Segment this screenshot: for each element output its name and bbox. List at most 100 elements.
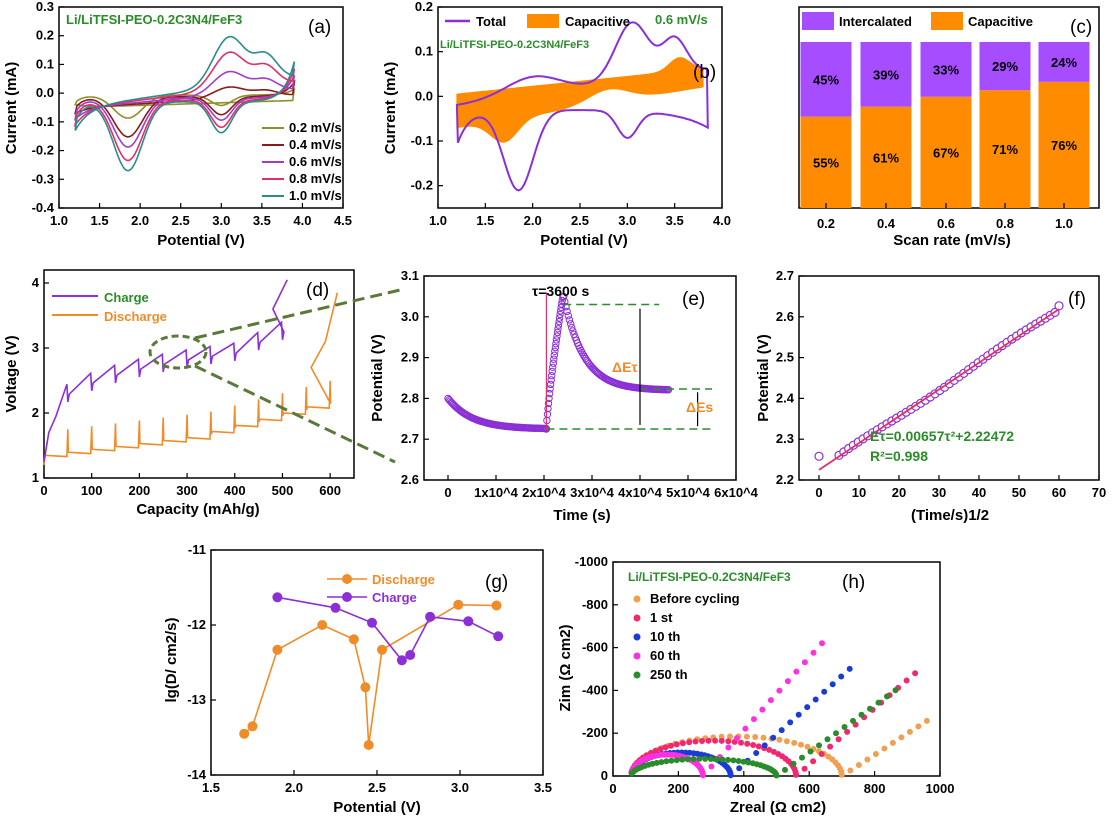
legend-label: 250 th: [650, 667, 688, 682]
bar-label-capacitive: 55%: [813, 155, 839, 170]
total-cv-curve: [455, 21, 709, 192]
data-point: [864, 756, 871, 763]
data-point: [549, 359, 557, 367]
data-point: [810, 758, 817, 765]
legend-marker: [633, 652, 641, 660]
y-tick-label: 2.7: [401, 431, 419, 446]
data-point: [740, 758, 747, 765]
data-point: [548, 372, 556, 380]
cv-curve: [73, 70, 296, 148]
bar-label-capacitive: 61%: [873, 150, 899, 165]
data-point: [544, 399, 553, 408]
x-axis-label: Potential (V): [157, 232, 245, 249]
cv-curve: [74, 35, 296, 172]
data-point: [699, 772, 706, 779]
data-point: [875, 699, 882, 706]
data-point: [653, 759, 660, 766]
data-point: [742, 725, 749, 732]
y-tick-label: 0.1: [415, 44, 433, 59]
data-point: [550, 355, 558, 363]
y-tick-label: -0.3: [32, 171, 54, 186]
data-point: [827, 743, 834, 750]
y-tick-label: -400: [582, 682, 608, 697]
fit-r-squared: R²=0.998: [870, 448, 928, 464]
data-point: [491, 600, 502, 611]
y-tick-label: 0.3: [36, 0, 54, 14]
panel-g: 1.5 2.0 2.5 3.0 3.5 -11 -12 -13 -14 Potential (V…: [163, 542, 552, 816]
data-point: [816, 742, 822, 749]
chart-title: Li/LiTFSI-PEO-0.2C3N4/FeF3: [440, 39, 589, 51]
data-point: [725, 738, 732, 745]
y-tick-label: 2.2: [776, 472, 794, 487]
data-point: [563, 307, 571, 316]
legend-label: Charge: [372, 590, 417, 605]
data-point: [453, 599, 464, 610]
y-tick-label: -13: [187, 692, 206, 707]
legend-label: 10 th: [650, 629, 680, 644]
x-tick-label: 0.4: [877, 216, 896, 231]
panel-label: (c): [1070, 17, 1092, 38]
x-tick-label: 2.0: [524, 213, 542, 228]
x-tick-label: 2.5: [571, 213, 589, 228]
bar-label-intercalated: 29%: [992, 59, 1018, 74]
data-point: [829, 681, 836, 688]
data-point: [745, 759, 752, 766]
x-tick-label: 2.5: [368, 780, 386, 795]
y-axis-label: Potential (V): [755, 334, 772, 422]
data-point: [838, 771, 845, 778]
data-point: [760, 734, 767, 741]
x-tick-label: 3x10^4: [570, 485, 615, 500]
data-point: [783, 738, 790, 745]
x-tick-label: 0: [815, 485, 822, 500]
data-point: [892, 687, 899, 694]
data-point: [915, 723, 922, 730]
data-point: [750, 742, 757, 748]
x-tick-label: 600: [798, 781, 820, 796]
panel-f: 0 10 20 30 40 50 60 70 2.2 2.3 2.4 2.5 2.6 2.7 (Time/…: [755, 268, 1106, 524]
x-tick-label: 2.0: [285, 780, 303, 795]
data-point: [867, 705, 873, 712]
y-tick-label: 2.4: [776, 390, 795, 405]
data-point: [770, 734, 777, 741]
data-point: [580, 353, 589, 361]
data-point: [773, 772, 780, 779]
y-tick-label: -0.2: [411, 178, 433, 193]
plot-frame: [423, 275, 737, 481]
y-tick-label: -0.1: [411, 133, 433, 148]
cv-curve: [74, 79, 296, 138]
data-point: [846, 665, 853, 672]
data-point: [858, 711, 865, 718]
plot-frame: [43, 269, 355, 479]
x-tick-label: 0.8: [996, 216, 1014, 231]
data-point: [657, 746, 664, 752]
x-tick-label: 2.5: [172, 213, 190, 228]
y-tick-label: -11: [188, 542, 206, 557]
y-tick-label: -1000: [575, 554, 608, 569]
bar-capacitive: [979, 90, 1031, 208]
x-tick-label: 0: [444, 485, 451, 500]
data-point: [493, 631, 504, 642]
legend-label: 60 th: [650, 648, 680, 663]
data-point: [766, 746, 773, 753]
data-point: [547, 376, 555, 384]
x-tick-label: 300: [176, 483, 198, 498]
panel-label: (b): [693, 62, 716, 83]
bar-label-capacitive: 71%: [992, 142, 1018, 157]
data-point: [396, 655, 407, 666]
chart-title: Li/LiTFSI-PEO-0.2C3N4/FeF3: [628, 570, 791, 584]
data-point: [730, 757, 737, 764]
x-tick-label: 4.0: [713, 213, 731, 228]
legend-label: Discharge: [372, 572, 435, 587]
y-tick-label: 0.2: [415, 0, 433, 14]
data-point: [889, 739, 896, 746]
data-point: [884, 693, 890, 700]
x-tick-label: 4x10^4: [618, 485, 663, 500]
bar-intercalated: [800, 42, 852, 117]
x-tick-label: 10: [852, 485, 866, 500]
y-tick-label: -0.4: [32, 200, 55, 215]
data-point: [798, 741, 804, 748]
y-tick-label: -600: [582, 640, 608, 655]
data-point: [755, 743, 762, 750]
x-axis-label: Zreal (Ω cm2): [730, 799, 826, 816]
